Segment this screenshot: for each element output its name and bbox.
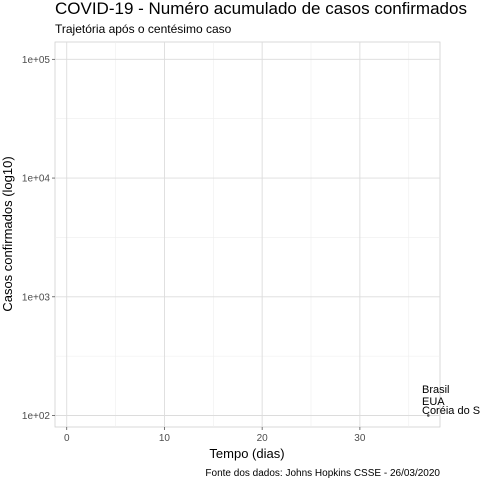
y-tick-label: 1e+05 <box>22 55 51 66</box>
source-caption: Fonte dos dados: Johns Hopkins CSSE - 26… <box>205 468 440 479</box>
x-tick-label: 30 <box>354 433 366 444</box>
x-axis-title: Tempo (dias) <box>209 446 284 461</box>
chart-subtitle: Trajetória após o centésimo caso <box>55 22 232 36</box>
x-tick-label: 10 <box>159 433 171 444</box>
plot-panel <box>54 41 441 428</box>
grid <box>55 42 440 427</box>
series-layer <box>427 414 430 417</box>
y-tick-label: 1e+02 <box>22 411 51 422</box>
y-tick-label: 1e+03 <box>22 292 51 303</box>
series-point <box>427 414 430 417</box>
y-axis-title: Casos confirmados (log10) <box>0 156 15 311</box>
series-label-eua: EUA <box>422 396 445 408</box>
y-tick-label: 1e+04 <box>22 174 51 185</box>
series-labels: Brasil EUA Coréia do S. <box>422 384 480 417</box>
chart-title: COVID-19 - Numéro acumulado de casos con… <box>55 0 467 18</box>
x-axis: 0 10 20 30 <box>64 427 366 444</box>
x-tick-label: 20 <box>257 433 269 444</box>
plot-area <box>54 41 441 428</box>
y-axis: 1e+02 1e+03 1e+04 1e+05 <box>22 55 55 422</box>
series-label-coreia: Coréia do S. <box>422 405 480 417</box>
series-label-brasil: Brasil <box>422 384 450 396</box>
x-tick-label: 0 <box>64 433 70 444</box>
